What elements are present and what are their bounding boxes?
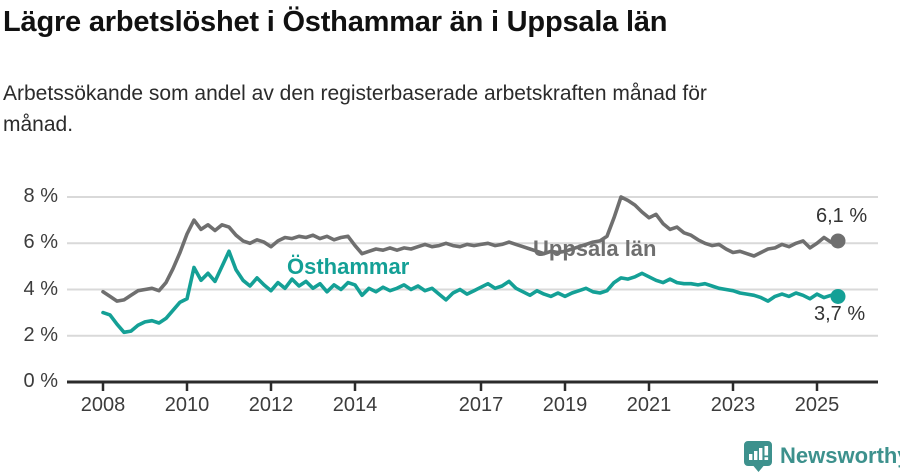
- end-value-label-uppsala-lan: 6,1 %: [816, 205, 868, 227]
- x-axis-tick-label: 2019: [542, 394, 588, 416]
- newsworthy-logo-icon: [744, 441, 772, 472]
- series-label-uppsala-lan: Uppsala län: [533, 236, 657, 261]
- y-axis-tick-label: 8 %: [23, 185, 58, 207]
- x-axis-tick-label: 2017: [458, 394, 504, 416]
- x-axis-tick-label: 2012: [248, 394, 294, 416]
- y-axis-tick-label: 0 %: [23, 370, 58, 392]
- chart-title: Lägre arbetslöshet i Östhammar än i Upps…: [3, 6, 668, 38]
- series-line-uppsala-lan: [101, 195, 840, 303]
- series-line-osthammar: [101, 249, 840, 335]
- x-axis-tick-label: 2014: [332, 394, 378, 416]
- y-axis-tick-label: 4 %: [23, 277, 58, 300]
- x-axis-tick-label: 2025: [794, 394, 840, 416]
- x-axis-tick-label: 2021: [626, 394, 672, 416]
- chart-subtitle: Arbetssökande som andel av den registerb…: [3, 82, 707, 136]
- series-end-dot-uppsala-lan: [830, 233, 846, 249]
- x-axis-tick-label: 2008: [80, 394, 126, 416]
- end-value-label-osthammar: 3,7 %: [814, 303, 866, 325]
- newsworthy-brand-text: Newsworthy: [780, 443, 900, 468]
- series-label-osthammar: Östhammar: [287, 254, 410, 279]
- series-end-dot-osthammar: [830, 288, 846, 304]
- x-axis-tick-label: 2023: [710, 394, 756, 416]
- x-axis-tick-label: 2010: [164, 394, 210, 416]
- y-axis-tick-label: 6 %: [23, 231, 58, 254]
- y-axis-tick-label: 2 %: [23, 323, 58, 346]
